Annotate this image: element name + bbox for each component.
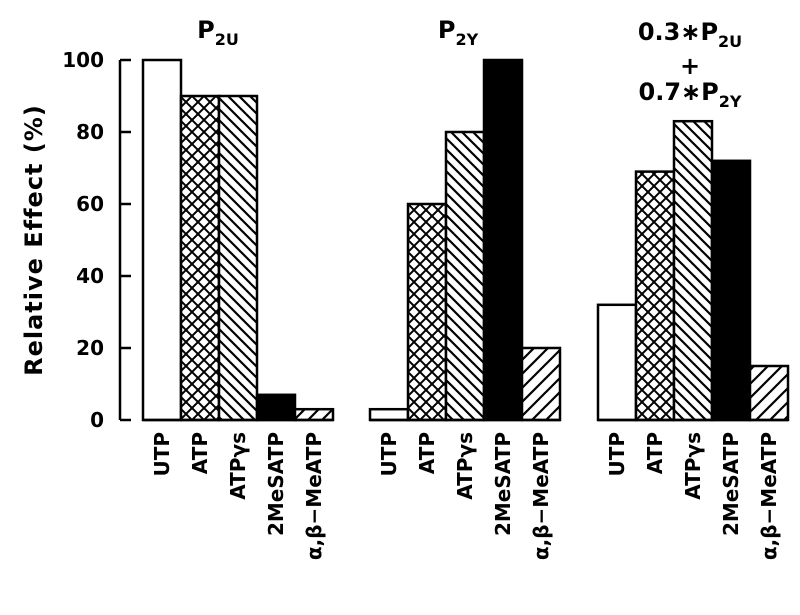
category-label: α,β−MeATP: [529, 432, 553, 560]
panel-title-p2u-sub: 2U: [215, 30, 239, 49]
bar: [293, 407, 335, 422]
y-tick-label: 80: [76, 120, 104, 144]
bar: [255, 393, 297, 422]
bar: [672, 119, 714, 422]
category-label: α,β−MeATP: [757, 432, 781, 560]
panel-title-p2y-text: P2Y: [438, 16, 479, 49]
panel-title-mixture-line3: 0.7∗P2Y: [639, 78, 742, 111]
category-label: UTP: [605, 432, 629, 477]
y-axis: 0 20 40 60 80 100 Relative Effect (%): [20, 48, 131, 432]
y-tick-label: 40: [76, 264, 104, 288]
chart-panel: UTP ATP ATPγs 2MeSATP α,β−MeATP: [368, 58, 562, 560]
bar: [710, 159, 752, 422]
category-label: ATPγs: [453, 432, 477, 500]
bar: [520, 346, 562, 422]
panel-title-p2y-sub: 2Y: [455, 30, 478, 49]
panel-title-p2u-text: P2U: [197, 16, 239, 49]
bar: [406, 202, 448, 422]
category-label: 2MeSATP: [491, 432, 515, 536]
category-label: α,β−MeATP: [302, 432, 326, 560]
panel-title-p2u-main: P: [197, 16, 215, 44]
chart-panel: UTP ATP ATPγs 2MeSATP α,β−MeATP: [596, 119, 790, 560]
panel-title-mixture: 0.3∗P2U + 0.7∗P2Y: [638, 18, 742, 111]
category-label: UTP: [150, 432, 174, 477]
mixture-line1-sub: 2U: [718, 32, 742, 51]
bar: [368, 407, 410, 422]
category-label: 2MeSATP: [719, 432, 743, 536]
y-tick-label: 0: [90, 408, 104, 432]
category-label: ATP: [643, 432, 667, 474]
bar: [482, 58, 524, 422]
category-label: 2MeSATP: [264, 432, 288, 536]
mixture-line3-main: 0.7∗P: [639, 78, 719, 106]
chart-panels: UTP ATP ATPγs 2MeSATP α,β−MeATP UTP ATP ATPγs 2M…: [141, 58, 790, 560]
bar: [217, 94, 259, 422]
y-tick-label: 60: [76, 192, 104, 216]
bar: [596, 303, 638, 422]
y-tick-label: 20: [76, 336, 104, 360]
panel-title-p2y: P2Y: [438, 16, 479, 49]
category-label: ATP: [415, 432, 439, 474]
y-axis-title: Relative Effect (%): [20, 104, 48, 376]
panel-title-p2y-main: P: [438, 16, 456, 44]
y-tick-label: 100: [62, 48, 104, 72]
mixture-line3-sub: 2Y: [719, 92, 742, 111]
category-label: UTP: [377, 432, 401, 477]
panel-title-p2u: P2U: [197, 16, 239, 49]
bar: [748, 364, 790, 422]
category-label: ATPγs: [681, 432, 705, 500]
category-label: ATPγs: [226, 432, 250, 500]
bar: [634, 170, 676, 422]
chart-panel: UTP ATP ATPγs 2MeSATP α,β−MeATP: [141, 58, 335, 560]
panel-title-mixture-line1: 0.3∗P2U: [638, 18, 742, 51]
bar: [444, 130, 486, 422]
bar: [179, 94, 221, 422]
mixture-line1-main: 0.3∗P: [638, 18, 718, 46]
panel-title-mixture-line2: +: [680, 52, 700, 80]
category-label: ATP: [188, 432, 212, 474]
bar: [141, 58, 183, 422]
